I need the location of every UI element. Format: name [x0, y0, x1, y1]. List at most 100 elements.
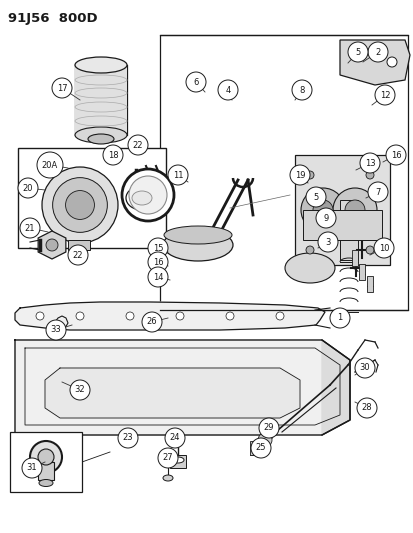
Text: 10: 10: [378, 244, 388, 253]
Ellipse shape: [171, 457, 183, 463]
Circle shape: [332, 188, 376, 232]
Circle shape: [38, 449, 54, 465]
Bar: [38, 462, 54, 480]
Polygon shape: [38, 231, 66, 259]
Circle shape: [147, 238, 168, 258]
Text: 8: 8: [299, 85, 304, 94]
Ellipse shape: [163, 229, 233, 261]
Circle shape: [68, 245, 88, 265]
Text: 4: 4: [225, 85, 230, 94]
Circle shape: [257, 433, 271, 447]
Circle shape: [259, 418, 278, 438]
Circle shape: [18, 178, 38, 198]
Text: 22: 22: [73, 251, 83, 260]
Circle shape: [118, 428, 138, 448]
Circle shape: [126, 312, 134, 320]
Circle shape: [46, 320, 66, 340]
Text: 29: 29: [263, 424, 273, 432]
Text: 11: 11: [172, 171, 183, 180]
Text: 5: 5: [354, 47, 360, 56]
Ellipse shape: [284, 253, 334, 283]
Ellipse shape: [132, 191, 152, 205]
Circle shape: [373, 238, 393, 258]
Text: 33: 33: [50, 326, 61, 335]
Circle shape: [312, 200, 332, 220]
Text: 20: 20: [23, 183, 33, 192]
Circle shape: [225, 312, 233, 320]
Text: 22: 22: [133, 141, 143, 149]
Circle shape: [20, 218, 40, 238]
Ellipse shape: [88, 134, 114, 144]
Circle shape: [147, 267, 168, 287]
Circle shape: [356, 398, 376, 418]
Text: 6: 6: [193, 77, 198, 86]
Text: 5: 5: [313, 192, 318, 201]
Circle shape: [291, 80, 311, 100]
Circle shape: [305, 246, 313, 254]
Polygon shape: [321, 340, 349, 435]
Circle shape: [305, 187, 325, 207]
Circle shape: [22, 458, 42, 478]
Text: 13: 13: [364, 158, 375, 167]
Text: 27: 27: [162, 454, 173, 463]
Circle shape: [218, 80, 237, 100]
Circle shape: [46, 239, 58, 251]
Circle shape: [147, 252, 168, 272]
Circle shape: [359, 153, 379, 173]
Circle shape: [103, 145, 123, 165]
Circle shape: [300, 188, 344, 232]
Circle shape: [317, 232, 337, 252]
Polygon shape: [159, 35, 407, 310]
Bar: [68, 240, 90, 250]
Bar: [366, 276, 372, 292]
Ellipse shape: [39, 480, 53, 487]
Circle shape: [42, 167, 118, 243]
Circle shape: [275, 312, 283, 320]
Text: 7: 7: [375, 188, 380, 197]
Circle shape: [158, 448, 178, 468]
Text: 21: 21: [25, 223, 35, 232]
Ellipse shape: [126, 186, 158, 210]
Text: 19: 19: [294, 171, 304, 180]
Circle shape: [250, 438, 271, 458]
Circle shape: [128, 135, 147, 155]
Circle shape: [185, 72, 206, 92]
Circle shape: [36, 312, 44, 320]
Text: 32: 32: [74, 385, 85, 394]
Text: 20A: 20A: [42, 160, 58, 169]
Ellipse shape: [75, 127, 127, 143]
Circle shape: [305, 171, 313, 179]
Text: 16: 16: [152, 257, 163, 266]
Circle shape: [386, 57, 396, 67]
Bar: [75, 65, 127, 135]
Text: 14: 14: [152, 272, 163, 281]
Text: 2: 2: [375, 47, 380, 56]
Text: 1: 1: [337, 313, 342, 322]
Text: 31: 31: [26, 464, 37, 472]
Bar: [249, 441, 257, 455]
Circle shape: [52, 177, 107, 232]
Text: 91J56  800D: 91J56 800D: [8, 12, 97, 25]
Circle shape: [76, 312, 84, 320]
Circle shape: [30, 441, 62, 473]
Text: 30: 30: [359, 364, 369, 373]
Circle shape: [142, 312, 161, 332]
Ellipse shape: [163, 475, 173, 481]
Text: 17: 17: [57, 84, 67, 93]
Circle shape: [65, 191, 94, 220]
Text: 25: 25: [255, 443, 266, 453]
Bar: [18, 148, 166, 248]
Text: 18: 18: [107, 150, 118, 159]
Circle shape: [365, 246, 373, 254]
Bar: [358, 264, 364, 280]
Circle shape: [385, 145, 405, 165]
Bar: [294, 155, 389, 265]
Circle shape: [289, 165, 309, 185]
Circle shape: [329, 308, 349, 328]
Circle shape: [315, 208, 335, 228]
Ellipse shape: [75, 57, 127, 73]
Circle shape: [122, 169, 173, 221]
Text: 23: 23: [122, 433, 133, 442]
Circle shape: [176, 312, 183, 320]
Polygon shape: [15, 340, 349, 435]
